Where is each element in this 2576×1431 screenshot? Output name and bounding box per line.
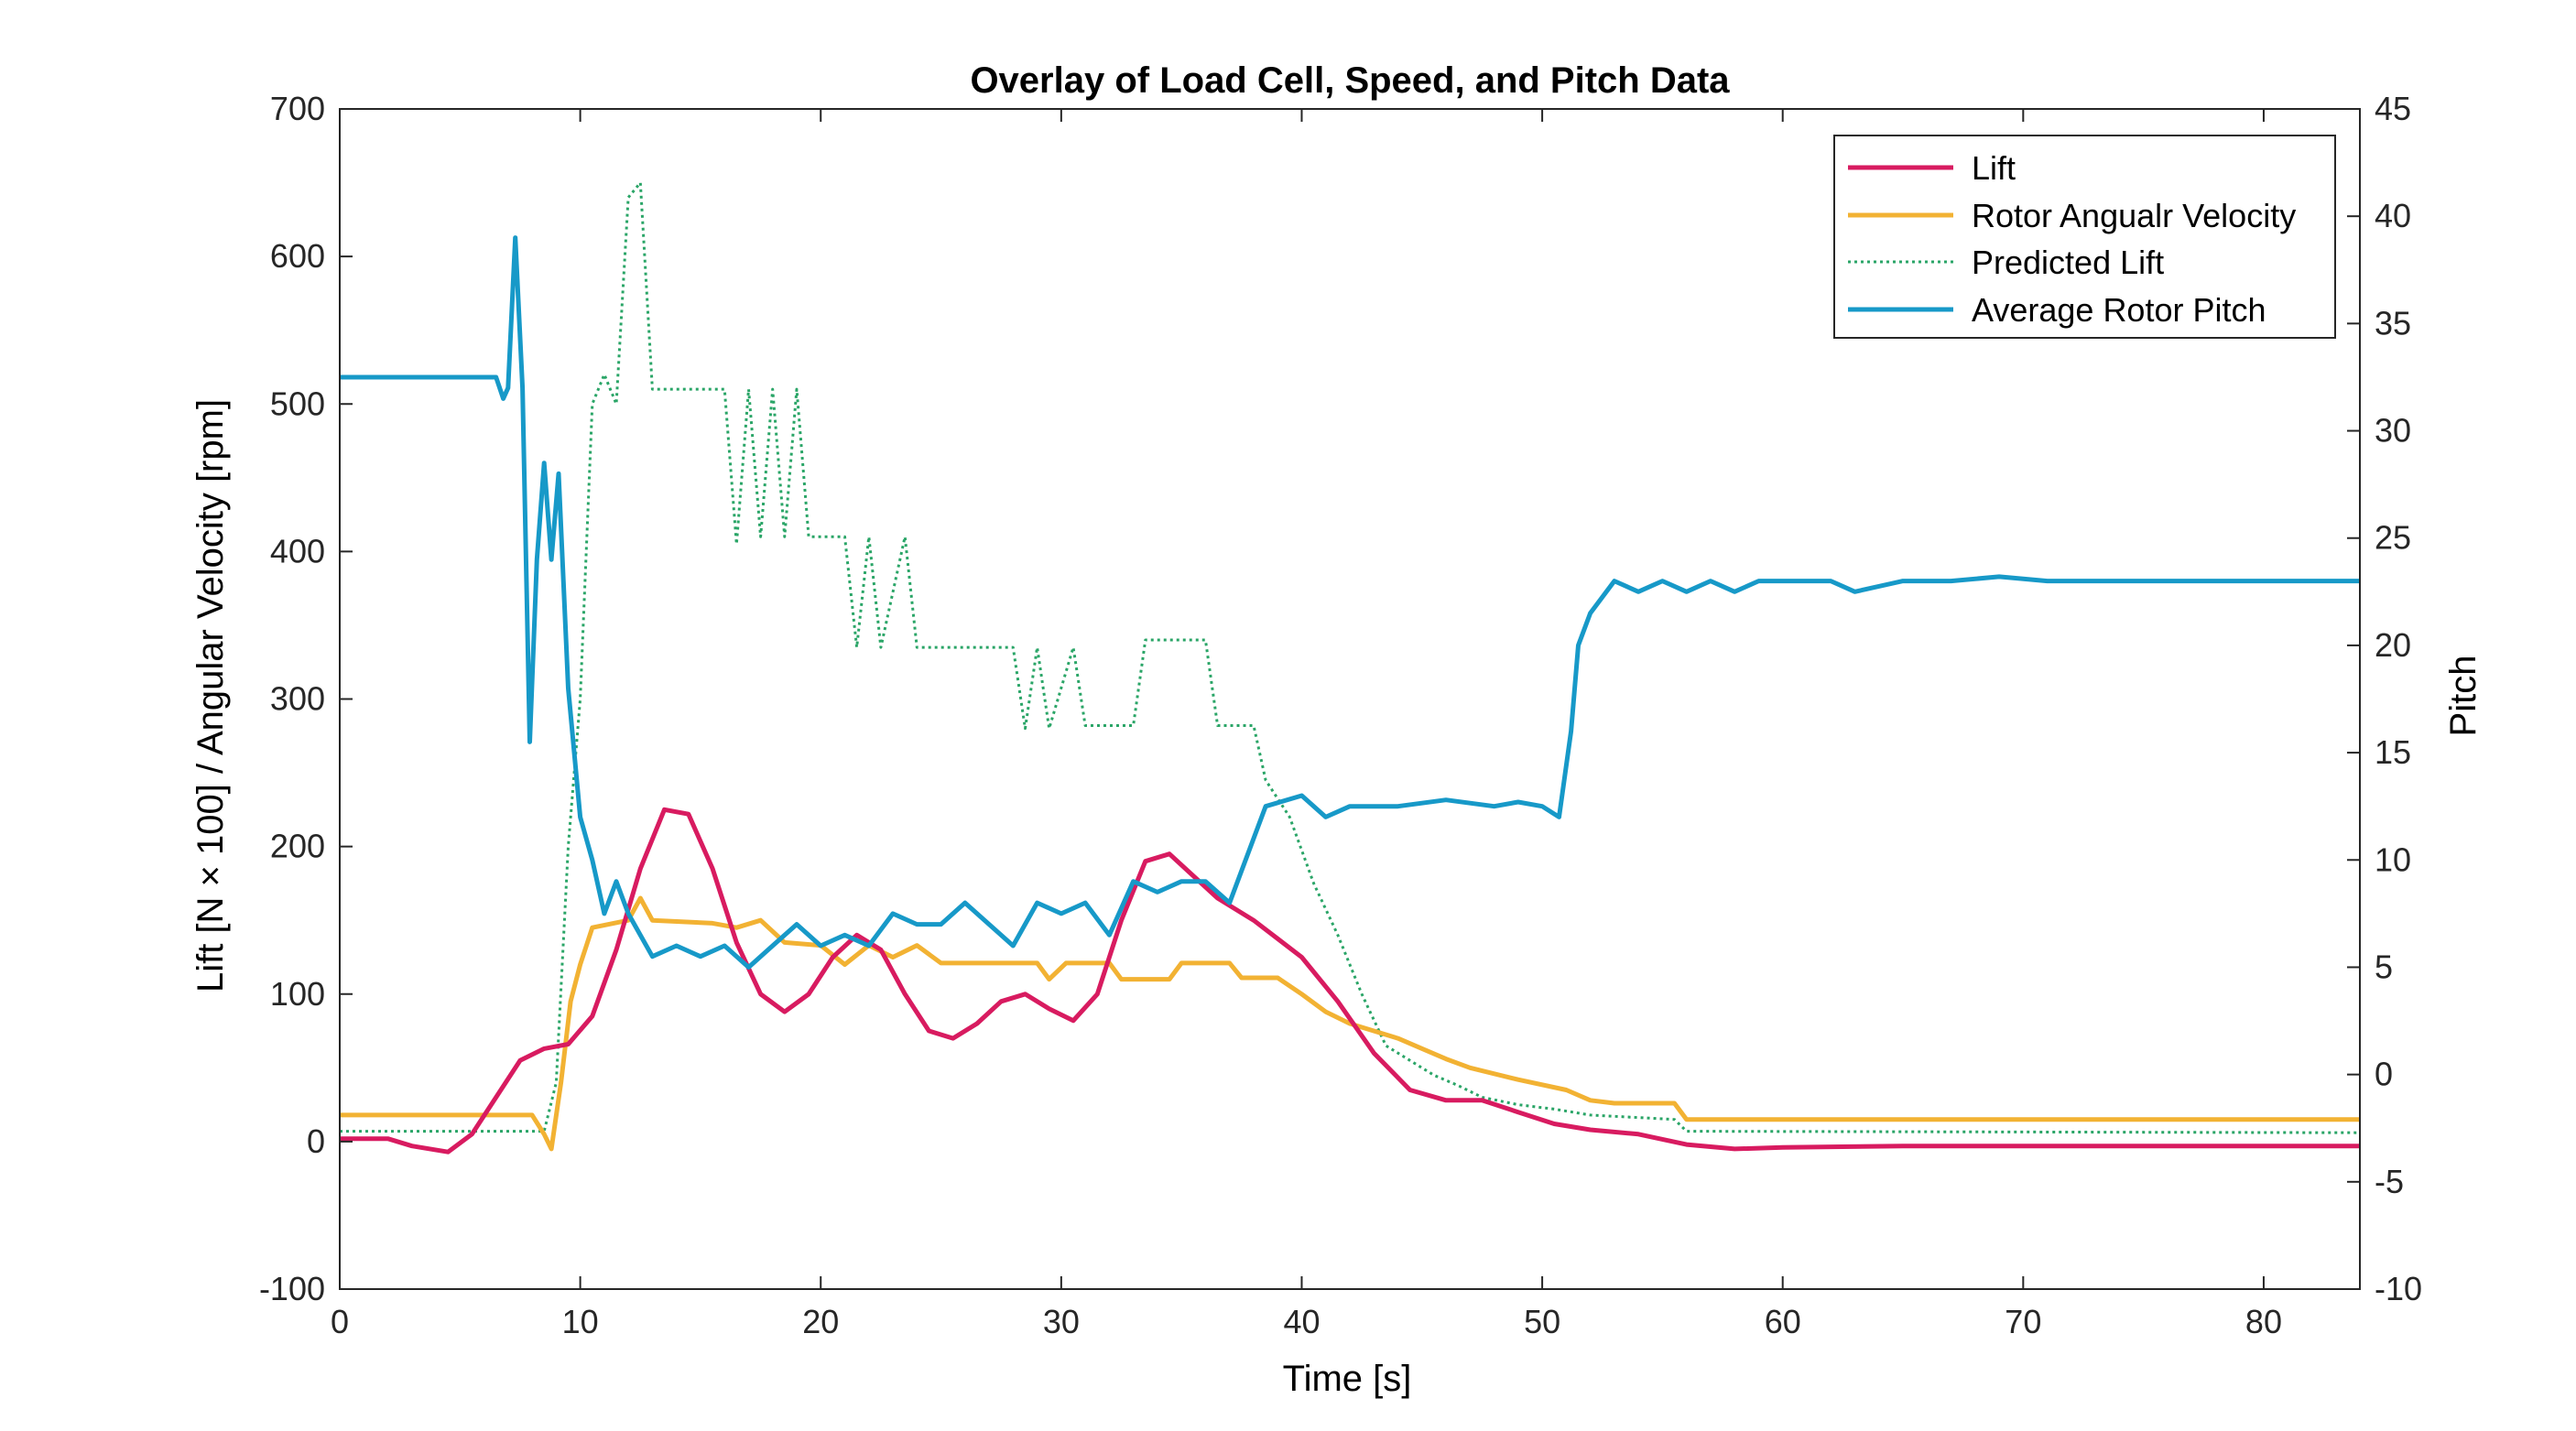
y-right-tick-label: 5 bbox=[2375, 948, 2393, 985]
x-tick-label: 0 bbox=[331, 1303, 349, 1340]
x-axis: 0 10 20 30 40 50 60 70 80 bbox=[331, 109, 2282, 1340]
y-left-tick-label: 300 bbox=[270, 680, 325, 718]
y-right-tick-label: 45 bbox=[2375, 90, 2411, 127]
x-axis-label: Time [s] bbox=[1283, 1359, 1412, 1399]
y-left-tick-label: 500 bbox=[270, 385, 325, 422]
x-tick-label: 50 bbox=[1524, 1303, 1560, 1340]
chart-title: Overlay of Load Cell, Speed, and Pitch D… bbox=[970, 60, 1730, 101]
y-right-tick-label: 10 bbox=[2375, 840, 2411, 878]
series-line-lift bbox=[340, 807, 2360, 1155]
series-line-rotor-angualr-velocity bbox=[340, 895, 2360, 1152]
x-tick-label: 20 bbox=[802, 1303, 839, 1340]
x-tick-label: 60 bbox=[1765, 1303, 1801, 1340]
x-tick-label: 70 bbox=[2005, 1303, 2041, 1340]
y-left-tick-label: 100 bbox=[270, 975, 325, 1013]
y-left-tick-label: 700 bbox=[270, 90, 325, 127]
legend: Lift Rotor Angualr Velocity Predicted Li… bbox=[1833, 135, 2336, 339]
y-axis-right-label: Pitch bbox=[2443, 656, 2484, 737]
y-left-tick-label: -100 bbox=[259, 1270, 325, 1307]
y-right-tick-label: 20 bbox=[2375, 626, 2411, 664]
plot-area bbox=[340, 181, 2360, 1155]
y-axis-right: -10 -5 0 5 10 15 20 25 30 35 40 45 bbox=[2347, 90, 2422, 1307]
legend-label-rotor-velocity: Rotor Angualr Velocity bbox=[1972, 197, 2296, 234]
y-right-tick-label: -5 bbox=[2375, 1163, 2404, 1200]
legend-label-rotor-pitch: Average Rotor Pitch bbox=[1972, 291, 2266, 329]
y-right-tick-label: 25 bbox=[2375, 519, 2411, 557]
y-left-tick-label: 600 bbox=[270, 237, 325, 275]
y-left-tick-label: 200 bbox=[270, 828, 325, 865]
x-tick-label: 80 bbox=[2245, 1303, 2282, 1340]
x-tick-label: 30 bbox=[1043, 1303, 1080, 1340]
y-right-tick-label: -10 bbox=[2375, 1270, 2422, 1307]
series-line-average-rotor-pitch bbox=[340, 235, 2360, 970]
x-tick-label: 10 bbox=[562, 1303, 599, 1340]
y-axis-left: -100 0 100 200 300 400 500 600 700 bbox=[259, 90, 353, 1307]
y-right-tick-label: 30 bbox=[2375, 412, 2411, 450]
y-right-tick-label: 40 bbox=[2375, 197, 2411, 234]
x-tick-label: 40 bbox=[1283, 1303, 1320, 1340]
y-right-tick-label: 0 bbox=[2375, 1056, 2393, 1093]
y-left-tick-label: 0 bbox=[307, 1122, 325, 1160]
legend-label-lift: Lift bbox=[1972, 149, 2016, 187]
y-right-tick-label: 15 bbox=[2375, 733, 2411, 771]
y-axis-left-label: Lift [N × 100] / Angular Velocity [rpm] bbox=[190, 399, 231, 992]
y-left-tick-label: 400 bbox=[270, 532, 325, 569]
y-right-tick-label: 35 bbox=[2375, 304, 2411, 341]
legend-label-predicted-lift: Predicted Lift bbox=[1972, 244, 2164, 281]
